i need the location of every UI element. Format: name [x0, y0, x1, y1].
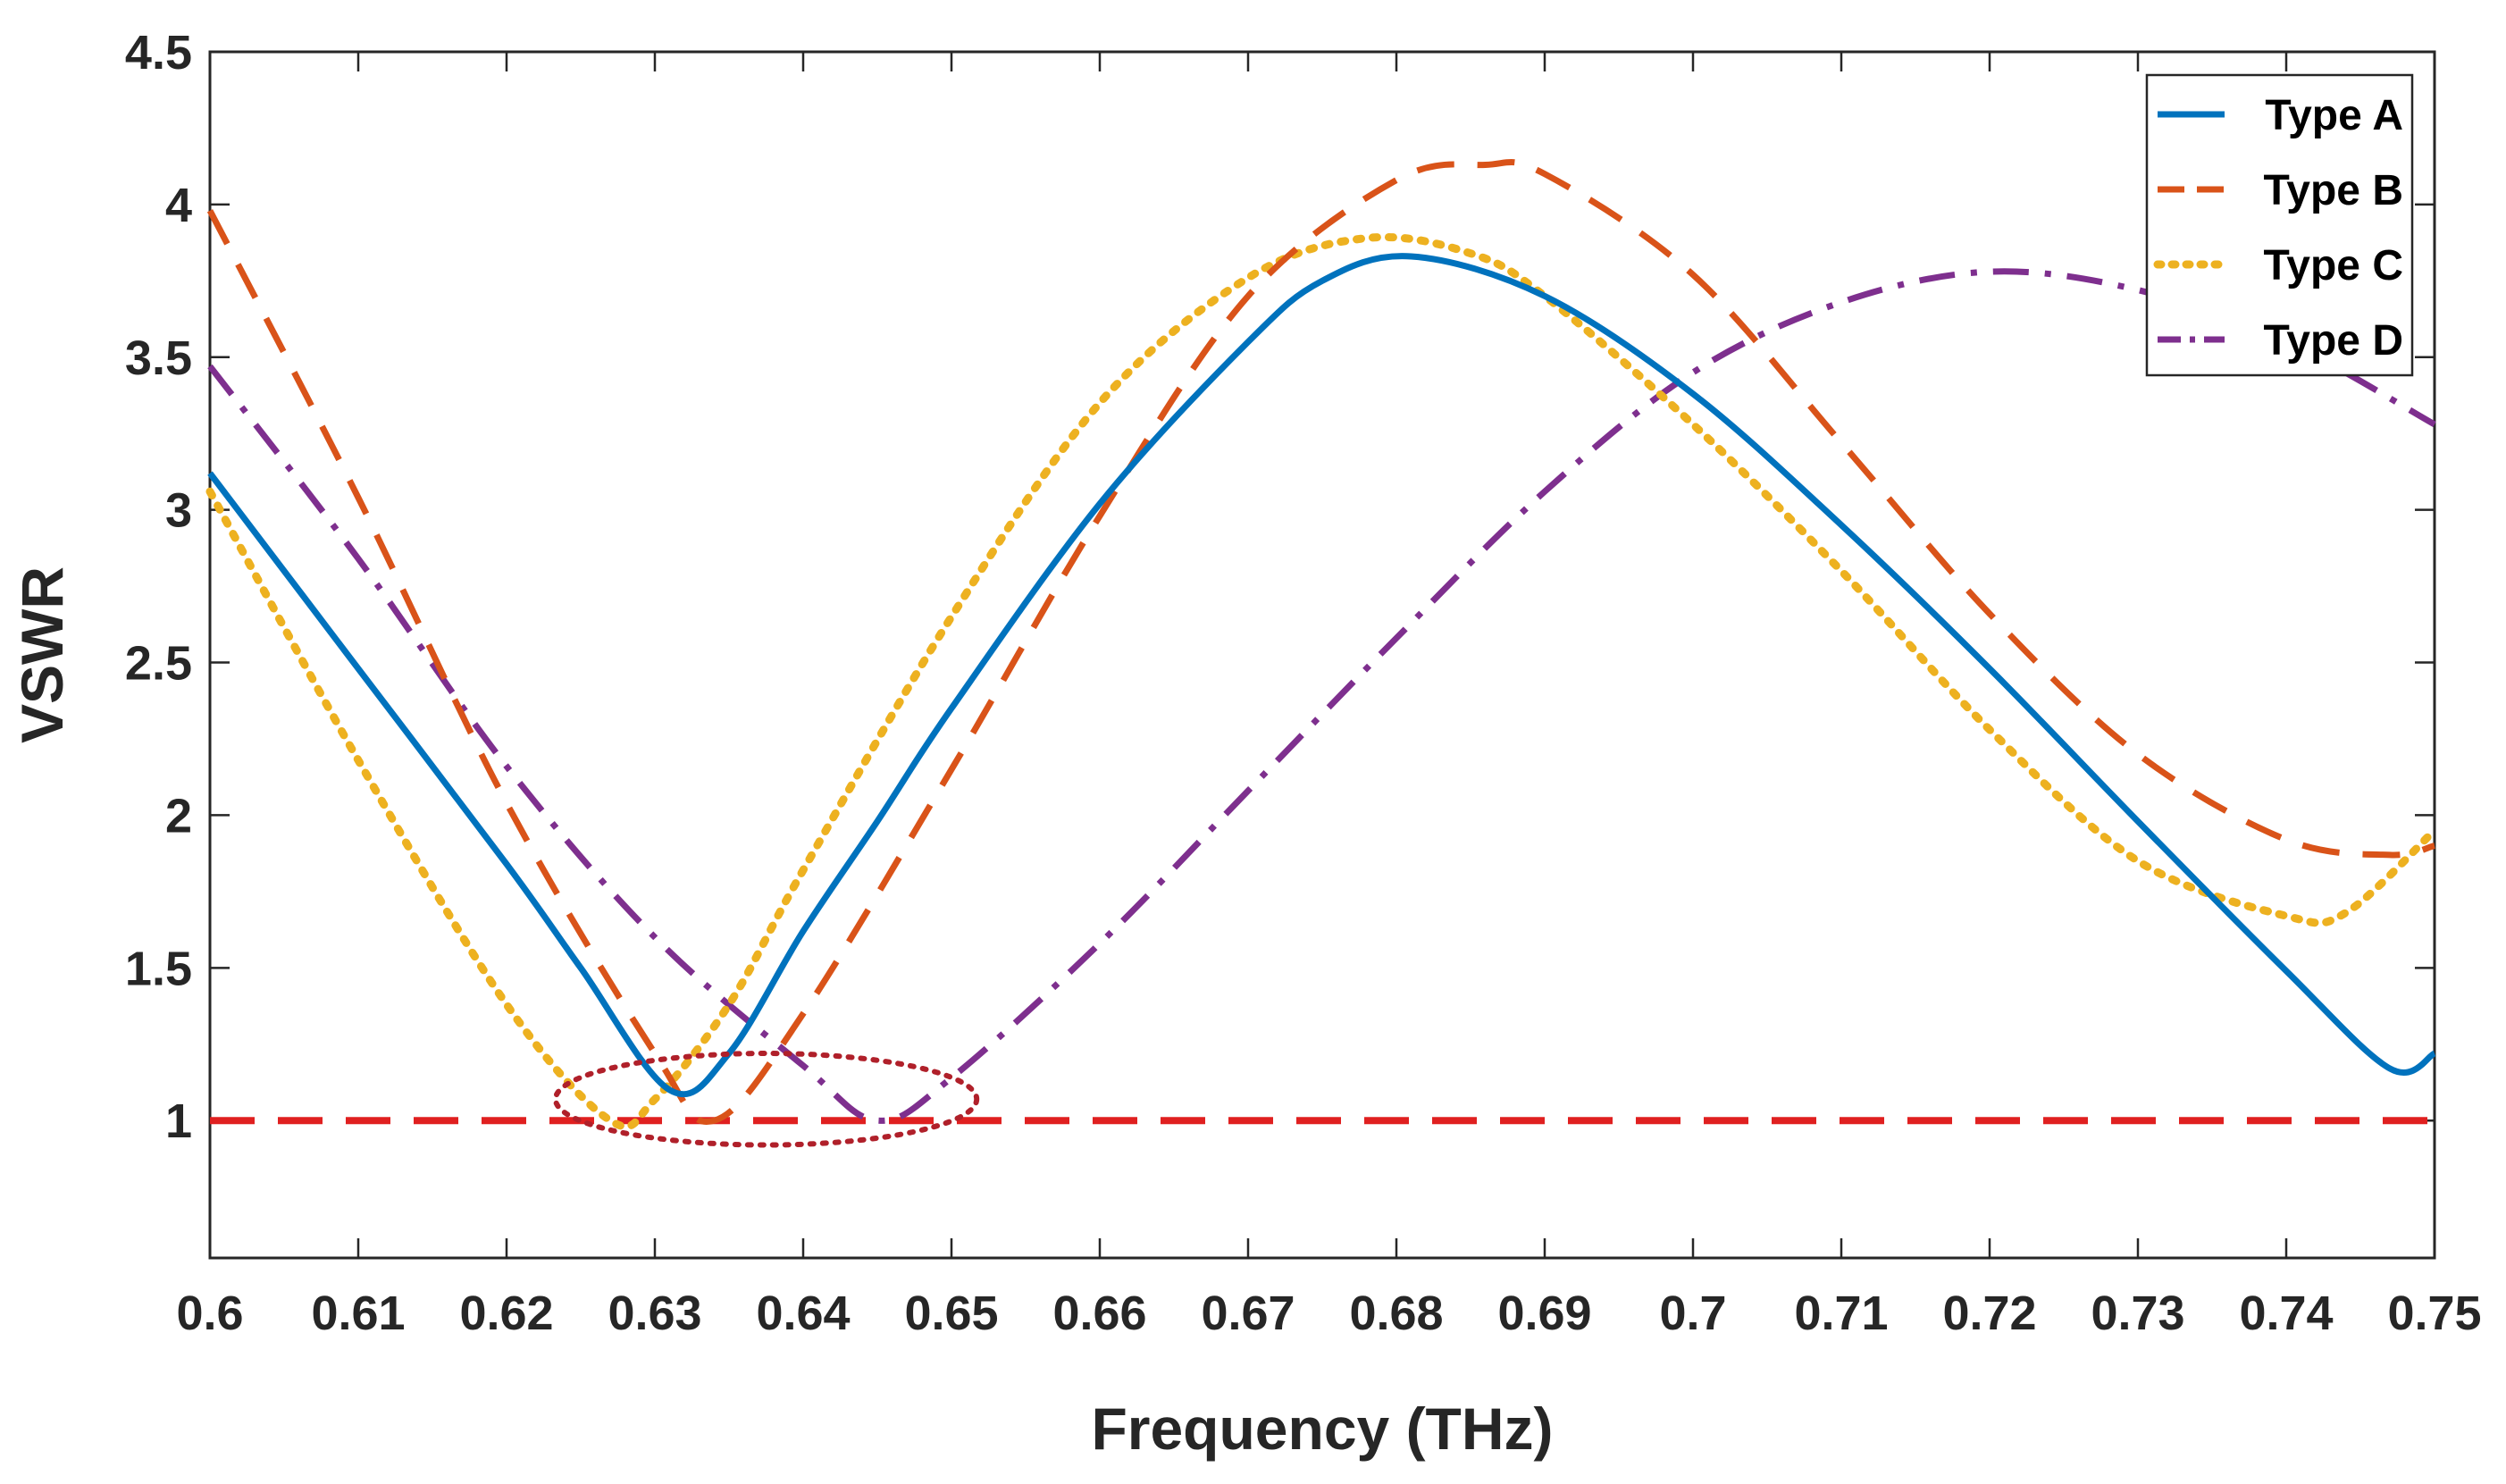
y-tick-label: 4.5 [125, 26, 192, 80]
x-tick-label: 0.69 [1497, 1287, 1591, 1340]
legend-label: Type C [2264, 242, 2403, 289]
series-line-type-d [207, 268, 2436, 1124]
y-tick-label: 4 [165, 179, 192, 232]
x-tick-label: 0.66 [1052, 1287, 1146, 1340]
x-tick-label: 0.74 [2239, 1287, 2333, 1340]
x-tick-label: 0.68 [1349, 1287, 1443, 1340]
x-tick-label: 0.7 [1659, 1287, 1726, 1340]
x-tick-label: 0.75 [2387, 1287, 2481, 1340]
series-line-type-c [205, 232, 2439, 1131]
x-tick-label: 0.67 [1201, 1287, 1295, 1340]
annotation-layer [552, 1051, 980, 1148]
plot-area [208, 50, 2436, 1260]
y-tick-label: 2 [165, 789, 192, 843]
legend: Type A Type B Type C Type D [2145, 73, 2414, 377]
x-tick-label: 0.63 [608, 1287, 701, 1340]
highlight-ellipse [552, 1051, 980, 1148]
x-tick-labels: 0.6 0.61 0.62 0.63 0.64 0.65 0.66 0.67 0.68 0.69 0… [176, 1287, 2481, 1340]
axes-box [208, 50, 2436, 1260]
y-tick-labels: 1 1.5 2 2.5 3 3.5 4 4.5 [125, 26, 192, 1148]
y-axis-label: VSWR [9, 566, 75, 743]
axis-ticks [208, 50, 2436, 1258]
legend-label: Type D [2264, 317, 2403, 365]
x-tick-label: 0.64 [756, 1287, 850, 1340]
y-tick-label: 2.5 [125, 637, 192, 691]
series-line-type-a [207, 253, 2436, 1098]
series-line-type-b [206, 159, 2435, 1125]
y-tick-label: 1.5 [125, 942, 192, 995]
x-tick-label: 0.61 [311, 1287, 405, 1340]
legend-box [2145, 73, 2414, 377]
y-tick-label: 3.5 [125, 331, 192, 385]
y-tick-label: 1 [165, 1094, 192, 1148]
x-tick-label: 0.62 [459, 1287, 553, 1340]
y-tick-label: 3 [165, 484, 192, 538]
x-axis-label: Frequency (THz) [1091, 1396, 1553, 1462]
legend-label: Type A [2265, 92, 2403, 139]
x-tick-label: 0.71 [1794, 1287, 1888, 1340]
x-tick-label: 0.65 [904, 1287, 998, 1340]
x-tick-label: 0.6 [176, 1287, 243, 1340]
x-tick-label: 0.72 [1942, 1287, 2036, 1340]
x-tick-label: 0.73 [2091, 1287, 2184, 1340]
legend-label: Type B [2264, 167, 2403, 214]
